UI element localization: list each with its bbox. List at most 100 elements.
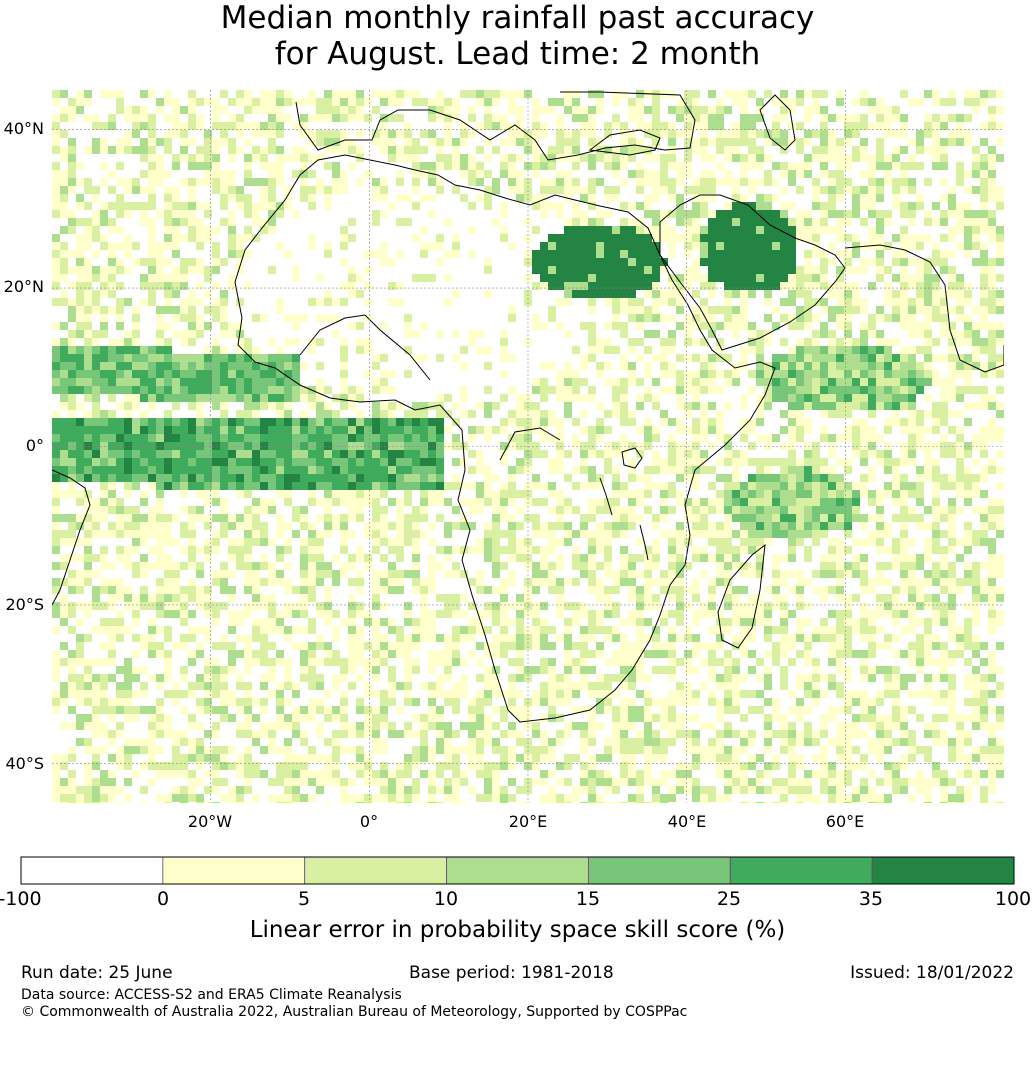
skill-cell [68,138,76,146]
skill-cell [644,314,652,322]
skill-cell [828,410,836,418]
skill-cell [220,170,228,178]
skill-cell [580,266,588,274]
skill-cell [196,378,204,386]
skill-cell [60,562,68,570]
skill-cell [916,426,924,434]
skill-cell [852,282,860,290]
skill-cell [980,282,988,290]
skill-cell [204,274,212,282]
skill-cell [612,578,620,586]
skill-cell [908,322,916,330]
skill-cell [84,562,92,570]
skill-cell [76,330,84,338]
skill-cell [132,346,140,354]
skill-cell [668,194,676,202]
skill-cell [988,458,996,466]
skill-cell [604,362,612,370]
skill-cell [76,418,84,426]
skill-cell [124,458,132,466]
skill-cell [148,250,156,258]
skill-cell [100,482,108,490]
skill-cell [108,218,116,226]
skill-cell [660,346,668,354]
skill-cell [100,530,108,538]
skill-cell [164,298,172,306]
chart-title: Median monthly rainfall past accuracy fo… [0,0,1035,72]
skill-cell [388,370,396,378]
skill-cell [420,474,428,482]
skill-cell [548,586,556,594]
skill-cell [948,602,956,610]
skill-cell [764,386,772,394]
skill-cell [596,234,604,242]
skill-cell [860,218,868,226]
skill-cell [380,178,388,186]
skill-cell [852,394,860,402]
skill-cell [716,274,724,282]
skill-cell [588,578,596,586]
skill-cell [92,402,100,410]
skill-cell [356,474,364,482]
skill-cell [932,410,940,418]
skill-cell [436,330,444,338]
skill-cell [628,562,636,570]
skill-cell [308,594,316,602]
skill-cell [100,450,108,458]
skill-cell [244,122,252,130]
skill-cell [260,106,268,114]
skill-cell [284,154,292,162]
skill-cell [588,186,596,194]
skill-cell [692,394,700,402]
skill-cell [548,282,556,290]
skill-cell [492,186,500,194]
skill-cell [564,378,572,386]
skill-cell [668,178,676,186]
skill-cell [684,586,692,594]
skill-cell [164,226,172,234]
skill-cell [852,490,860,498]
skill-cell [596,426,604,434]
skill-cell [900,450,908,458]
skill-cell [348,530,356,538]
skill-cell [276,522,284,530]
skill-cell [572,138,580,146]
skill-cell [724,458,732,466]
skill-cell [636,274,644,282]
skill-cell [116,554,124,562]
skill-cell [260,482,268,490]
skill-cell [908,306,916,314]
skill-cell [252,106,260,114]
skill-cell [548,530,556,538]
skill-cell [684,130,692,138]
skill-cell [836,298,844,306]
skill-cell [324,610,332,618]
skill-cell [772,266,780,274]
skill-cell [828,386,836,394]
skill-cell [436,450,444,458]
skill-cell [636,490,644,498]
skill-cell [556,514,564,522]
skill-cell [492,522,500,530]
skill-cell [156,322,164,330]
skill-cell [380,442,388,450]
skill-cell [476,586,484,594]
skill-cell [252,538,260,546]
skill-score-cells [52,90,1004,803]
skill-cell [892,338,900,346]
skill-cell [596,522,604,530]
skill-cell [308,338,316,346]
skill-cell [820,258,828,266]
skill-cell [964,562,972,570]
skill-cell [196,218,204,226]
skill-cell [180,474,188,482]
skill-cell [916,578,924,586]
skill-cell [892,474,900,482]
skill-cell [676,554,684,562]
skill-cell [964,290,972,298]
skill-cell [804,162,812,170]
skill-cell [124,362,132,370]
skill-cell [828,194,836,202]
skill-cell [164,186,172,194]
skill-cell [900,498,908,506]
